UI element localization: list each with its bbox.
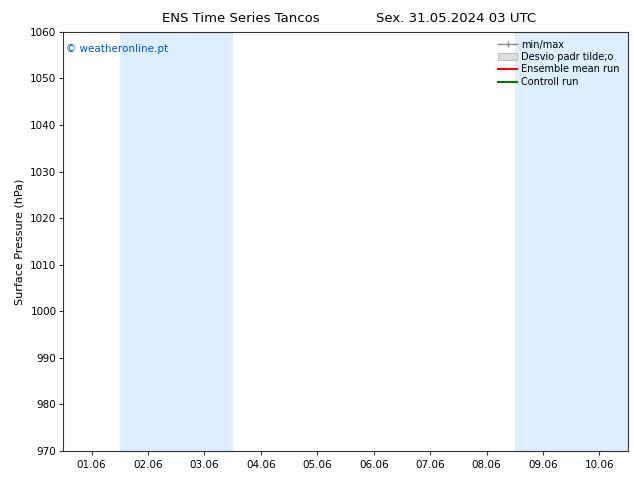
Bar: [176, 32, 233, 451]
Bar: [628, 32, 634, 451]
Text: Sex. 31.05.2024 03 UTC: Sex. 31.05.2024 03 UTC: [377, 12, 536, 25]
Legend: min/max, Desvio padr tilde;o, Ensemble mean run, Controll run: min/max, Desvio padr tilde;o, Ensemble m…: [495, 37, 623, 90]
Y-axis label: Surface Pressure (hPa): Surface Pressure (hPa): [15, 178, 25, 304]
Bar: [571, 32, 628, 451]
Text: ENS Time Series Tancos: ENS Time Series Tancos: [162, 12, 320, 25]
Bar: [515, 32, 571, 451]
Bar: [120, 32, 176, 451]
Text: © weatheronline.pt: © weatheronline.pt: [66, 45, 169, 54]
